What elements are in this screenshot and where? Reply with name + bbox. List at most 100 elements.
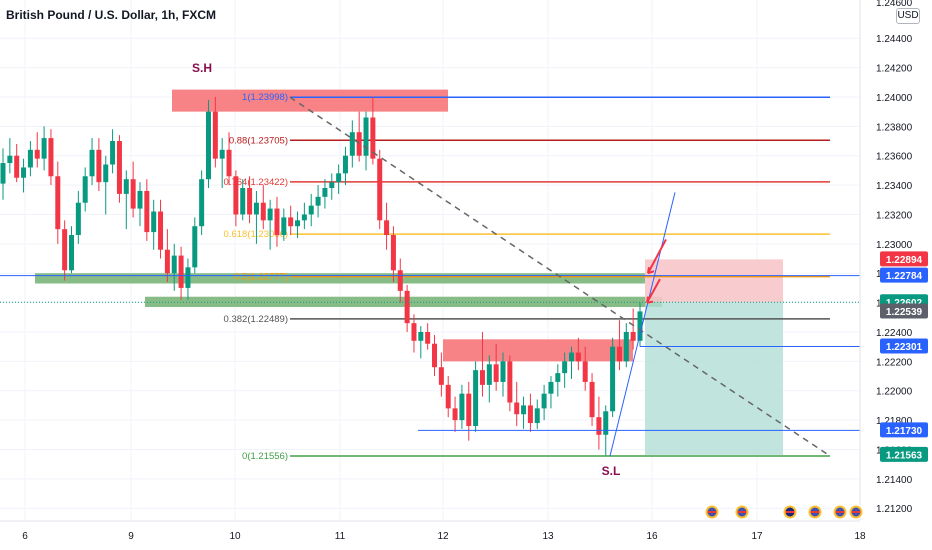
price-tick-label: 1.21400 (876, 475, 913, 486)
candle-body (260, 202, 266, 221)
candle-body (534, 408, 540, 424)
candle-body (397, 270, 403, 291)
candle-body (41, 138, 47, 159)
candle-body (473, 370, 479, 426)
candle-body (548, 381, 554, 394)
candle-body (637, 311, 643, 341)
price-tag (880, 267, 928, 283)
candle-body (370, 117, 376, 159)
price-tag-label: 1.22539 (886, 307, 923, 318)
candle-body (596, 417, 602, 435)
candle-body (418, 331, 424, 341)
candle-body (137, 190, 143, 209)
candle-body (68, 235, 74, 271)
candle-body (55, 176, 61, 230)
candle-body (610, 346, 616, 412)
price-tick-label: 1.23600 (876, 152, 913, 163)
price-tag (880, 422, 928, 438)
fib-label: 0.5(1.22777) (234, 272, 288, 283)
fib-label: 0.764(1.23422) (224, 177, 288, 188)
fib-label: 0.88(1.23705) (229, 135, 288, 146)
flag-stripe (785, 511, 795, 513)
candle-body (110, 141, 116, 165)
time-tick-label: 12 (437, 531, 449, 542)
projection-line (609, 192, 676, 457)
candle-body (445, 384, 451, 409)
short-position (645, 259, 783, 455)
candle-body (459, 393, 465, 421)
candle-body (34, 149, 40, 159)
candle-body (486, 364, 492, 385)
candle-body (507, 361, 513, 403)
candle-body (164, 249, 170, 274)
candle-body (349, 132, 355, 156)
price-tick-label: 1.23000 (876, 240, 913, 251)
time-tick-label: 18 (854, 531, 866, 542)
candle-body (500, 361, 506, 382)
candle-body (630, 331, 636, 341)
candle-body (411, 323, 417, 341)
candle-body (103, 164, 109, 183)
candle-body (171, 255, 177, 274)
currency-button[interactable]: USD (896, 8, 920, 24)
candle-body (356, 132, 362, 156)
price-tick-label: 1.23800 (876, 122, 913, 133)
supply-zone-top (172, 89, 448, 112)
candle-body (233, 176, 239, 215)
candle-body (288, 217, 294, 227)
price-tick-label: 1.21800 (876, 416, 913, 427)
candle-body (301, 214, 307, 221)
candle-body (363, 117, 369, 156)
flag-stripe (851, 511, 861, 513)
demand-zone-mid (443, 339, 633, 362)
candle-body (178, 255, 184, 288)
price-tag (880, 303, 928, 319)
time-tick-label: 9 (128, 531, 134, 542)
price-tick-label: 1.22400 (876, 328, 913, 339)
arrow-icon (646, 278, 661, 304)
green-zone-1 (35, 273, 645, 284)
candle-body (205, 111, 211, 180)
candle-body (89, 149, 95, 177)
price-tag-label: 1.22301 (886, 342, 923, 353)
candle-body (151, 211, 157, 233)
candle-body (452, 408, 458, 421)
candle-body (0, 163, 6, 184)
time-tick-label: 10 (229, 531, 241, 542)
candle-body (295, 220, 301, 227)
candle-body (466, 393, 472, 426)
price-tick-label: 1.24000 (876, 93, 913, 104)
candle-body (14, 155, 20, 178)
price-tag-label: 1.21563 (886, 450, 923, 461)
price-tag-label: 1.22602 (886, 298, 923, 309)
candle-body (75, 202, 81, 236)
candle-body (514, 402, 520, 415)
price-tick-label: 1.23400 (876, 181, 913, 192)
candle-body (212, 111, 218, 159)
flag-stripe (737, 511, 747, 513)
calendar-events (704, 504, 864, 520)
candle-body (603, 411, 609, 435)
candle-body (123, 179, 129, 194)
price-tag-label: 1.22784 (886, 271, 923, 282)
candle-body (281, 217, 287, 236)
flag-stripe (835, 511, 845, 513)
candle-body (404, 290, 410, 324)
price-tick-label: 1.21200 (876, 504, 913, 515)
candle-body (562, 361, 568, 374)
symbol-title[interactable]: British Pound / U.S. Dollar, 1h, FXCM (6, 8, 217, 22)
time-tick-label: 16 (646, 531, 658, 542)
swing-high-label: S.H (192, 61, 212, 75)
candle-body (438, 367, 444, 385)
zones (35, 89, 662, 362)
candle-body (144, 190, 150, 233)
price-tag-label: 1.21730 (886, 426, 923, 437)
candle-body (21, 167, 27, 178)
candle-body (185, 267, 191, 288)
candle-body (432, 343, 438, 368)
candle-body (240, 188, 246, 215)
drawings: S.H S.L (0, 61, 860, 478)
price-tick-label: 1.24200 (876, 64, 913, 75)
candle-body (575, 352, 581, 362)
